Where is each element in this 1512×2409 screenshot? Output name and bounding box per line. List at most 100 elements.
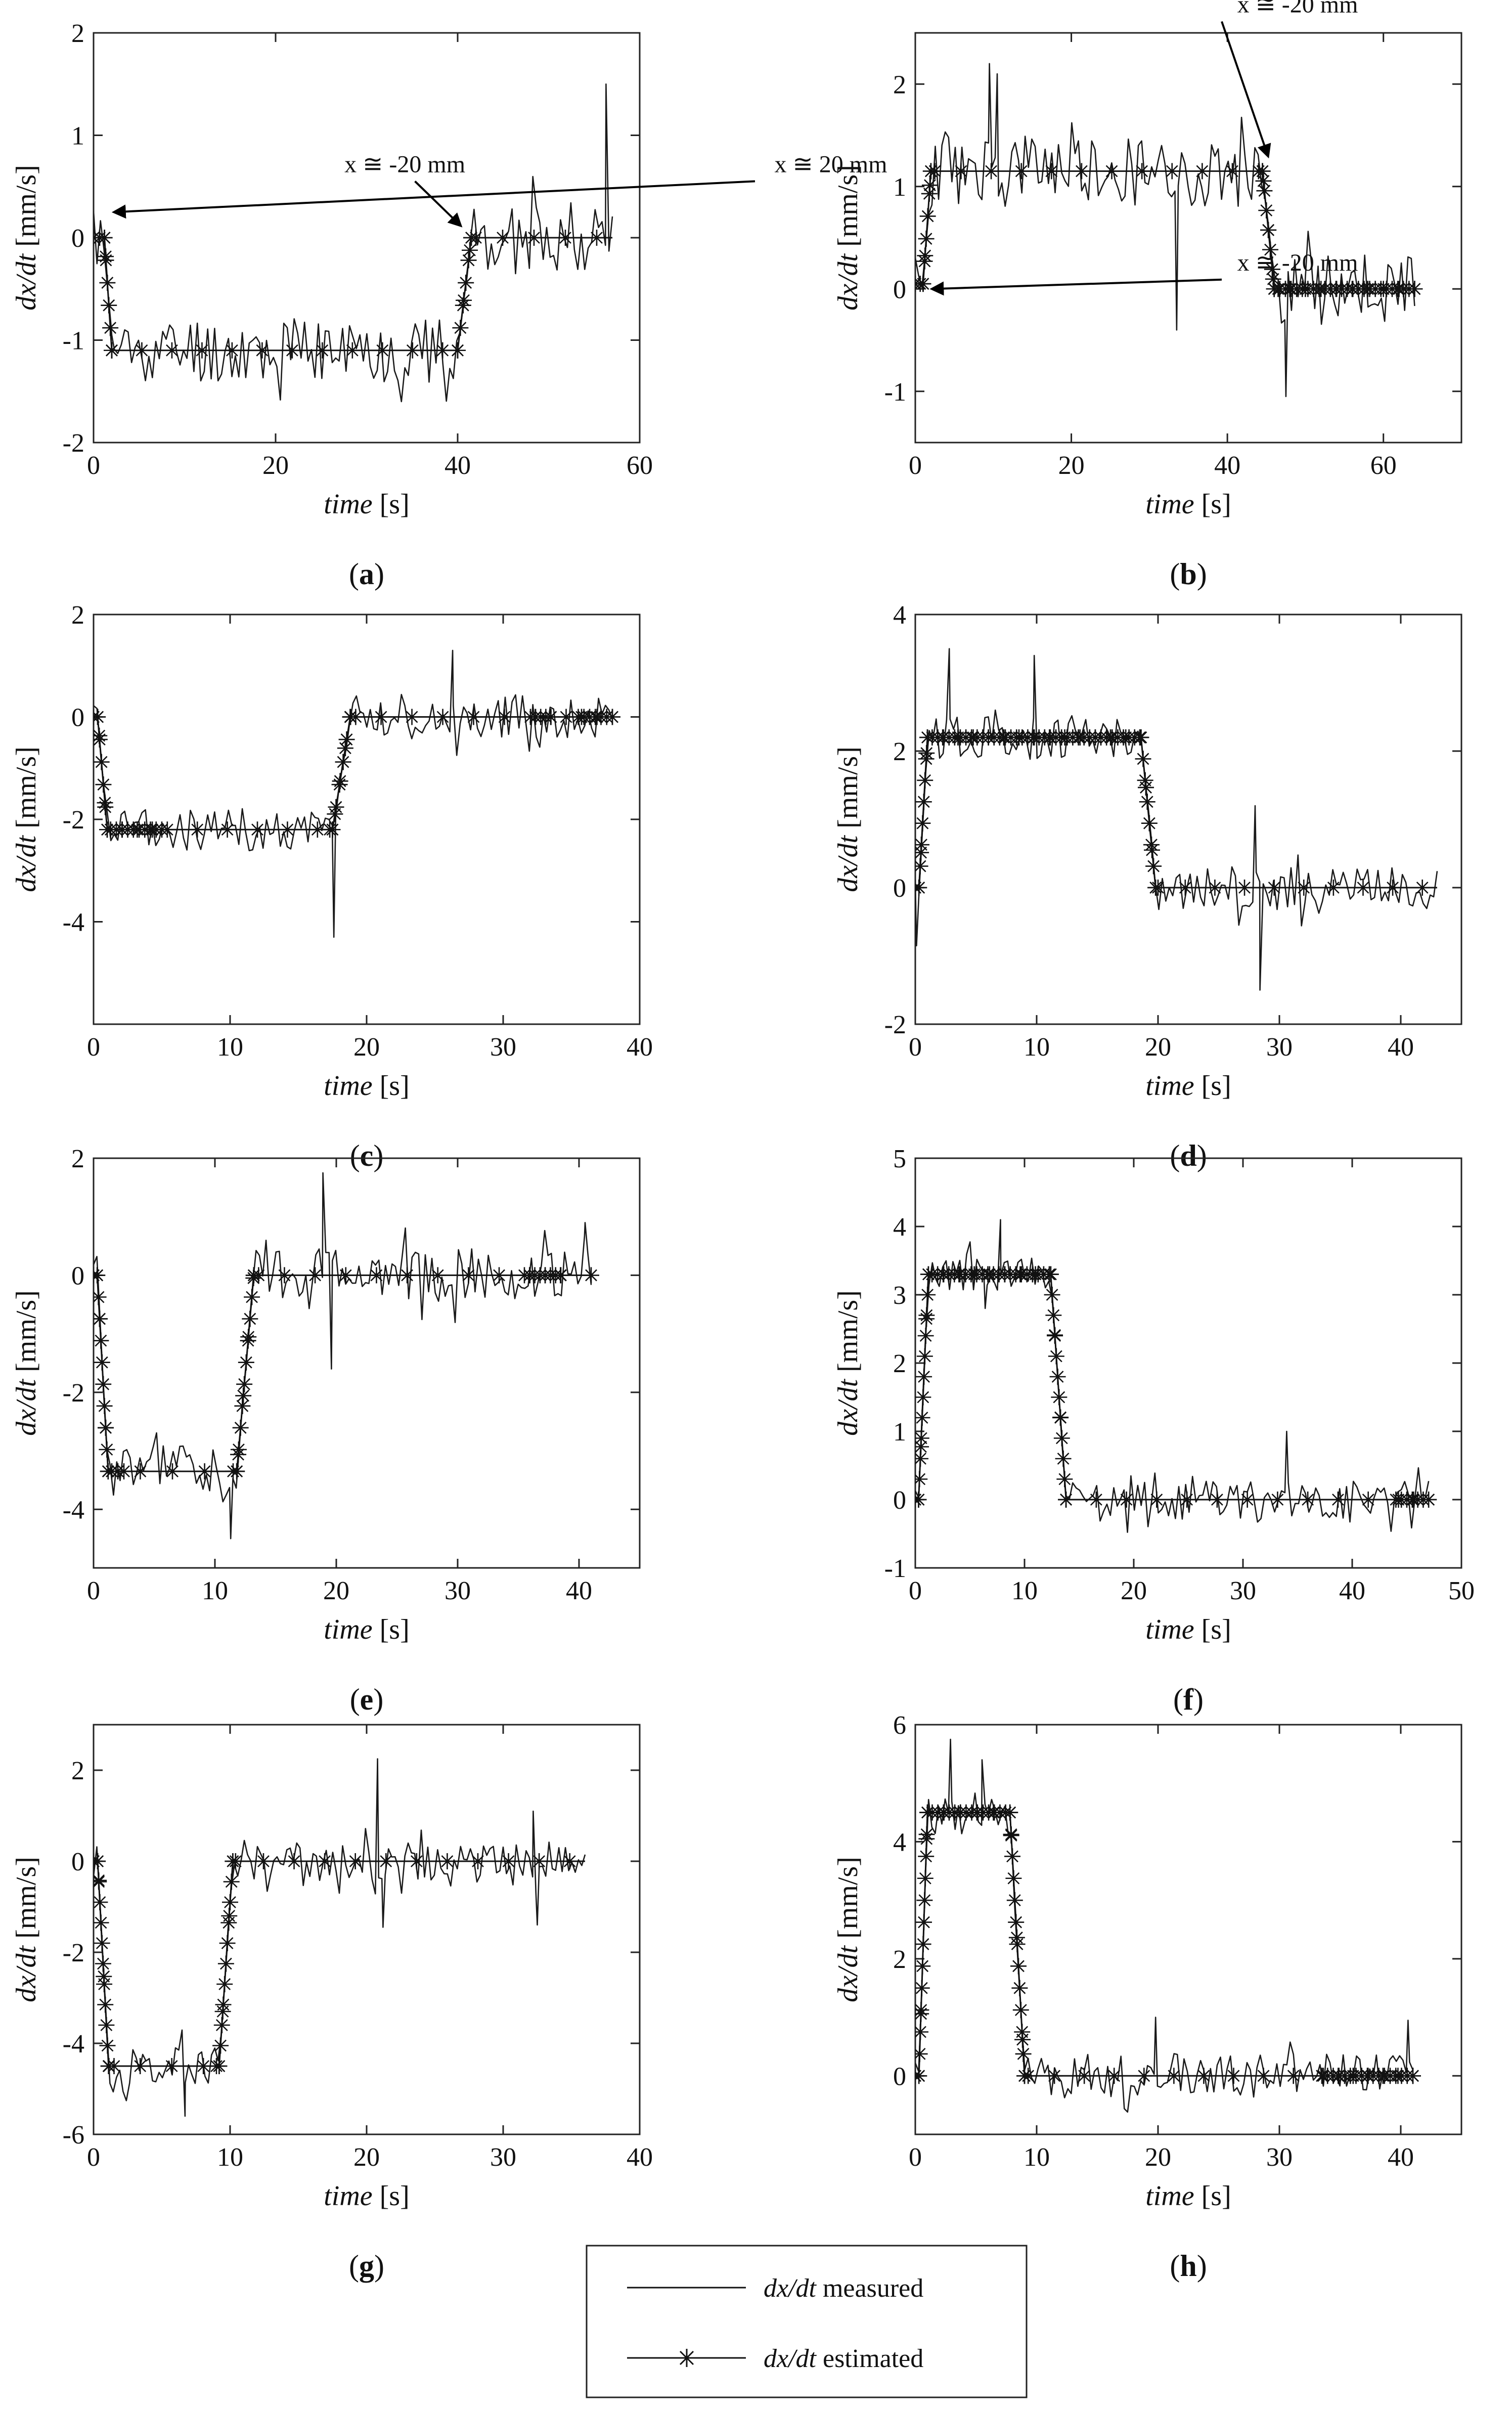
estimated-marker: [1055, 1451, 1072, 1467]
estimated-marker: [543, 709, 559, 725]
estimated-marker: [134, 342, 150, 359]
estimated-marker: [915, 1471, 928, 1487]
estimated-marker: [917, 1328, 934, 1344]
plot-area: [915, 63, 1423, 398]
estimated-marker: [1420, 1492, 1437, 1508]
y-tick-label: 4: [893, 1213, 906, 1242]
x-tick-label: 40: [1388, 2143, 1414, 2172]
estimated-marker: [1052, 1409, 1069, 1426]
y-tick-label: 0: [71, 224, 84, 253]
estimated-marker: [1138, 779, 1154, 796]
series-estimated-markers: [94, 1267, 599, 1480]
series-measured: [94, 649, 613, 938]
estimated-marker: [915, 1438, 929, 1455]
x-tick-label: 10: [1024, 2143, 1050, 2172]
panel-label: (g): [349, 2249, 384, 2283]
y-axis-label: dx/dt [mm/s]: [832, 747, 864, 892]
estimated-marker: [1047, 1327, 1063, 1343]
estimated-marker: [496, 709, 513, 725]
estimated-marker: [561, 1853, 578, 1869]
estimated-marker: [373, 709, 389, 725]
series-estimated: [915, 1812, 1413, 2077]
estimated-marker: [918, 1848, 935, 1865]
series-measured: [915, 1219, 1430, 1533]
x-tick-label: 30: [1266, 1033, 1293, 1062]
estimated-marker: [583, 1267, 599, 1284]
estimated-marker: [918, 745, 935, 762]
estimated-marker: [1045, 1307, 1062, 1324]
estimated-marker: [918, 1830, 935, 1847]
estimated-marker: [106, 2058, 122, 2074]
estimated-marker: [1015, 2045, 1032, 2062]
estimated-marker: [1134, 163, 1150, 180]
estimated-marker: [915, 2005, 929, 2022]
estimated-marker: [553, 1267, 569, 1284]
plot-area: [94, 83, 613, 403]
estimated-marker: [1285, 2068, 1302, 2084]
estimated-marker: [244, 1289, 260, 1305]
estimated-marker: [1258, 202, 1275, 218]
estimated-marker: [919, 1287, 936, 1303]
estimated-marker: [1262, 241, 1278, 258]
estimated-marker: [1048, 1348, 1064, 1365]
estimated-marker: [344, 342, 361, 359]
estimated-marker: [408, 1853, 425, 1869]
x-tick-label: 20: [1058, 451, 1085, 480]
estimated-marker: [915, 880, 923, 896]
estimated-marker: [94, 1935, 110, 1951]
x-tick-label: 60: [627, 451, 653, 480]
estimated-marker: [918, 1310, 935, 1327]
estimated-marker: [1207, 880, 1223, 896]
estimated-marker: [1008, 1914, 1025, 1931]
x-tick-label: 30: [490, 1033, 516, 1062]
estimated-marker: [921, 177, 938, 194]
estimated-marker: [500, 1853, 517, 1869]
estimated-marker: [916, 1892, 933, 1909]
estimated-marker: [915, 1451, 929, 1467]
estimated-marker: [1005, 1870, 1022, 1887]
estimated-marker: [1405, 2068, 1421, 2084]
annotation-arrow: [1221, 21, 1271, 159]
y-tick-label: 2: [71, 1145, 84, 1173]
y-tick-label: 1: [893, 173, 906, 202]
estimated-marker: [255, 1853, 272, 1869]
x-tick-label: 0: [87, 2143, 100, 2172]
plot-frame: [914, 1724, 1462, 2135]
estimated-marker: [495, 230, 511, 246]
y-tick-label: -2: [63, 1379, 84, 1408]
estimated-marker: [347, 1853, 364, 1869]
series-estimated: [94, 716, 612, 830]
estimated-marker: [1044, 1287, 1060, 1303]
y-axis-label: dx/dt [mm/s]: [11, 165, 42, 311]
x-tick-label: 20: [1145, 2143, 1171, 2172]
estimated-marker: [235, 1387, 252, 1404]
estimated-marker: [604, 709, 620, 725]
estimated-marker: [1137, 772, 1153, 789]
estimated-marker: [460, 1267, 477, 1284]
estimated-marker: [284, 342, 300, 359]
estimated-marker: [1088, 1492, 1104, 1508]
y-tick-label: -4: [63, 2030, 84, 2058]
y-tick-label: -2: [63, 806, 84, 835]
legend-box: [586, 2245, 1028, 2398]
estimated-marker: [116, 1463, 132, 1480]
estimated-marker: [915, 858, 928, 874]
x-tick-label: 0: [87, 451, 100, 480]
estimated-marker: [1225, 2068, 1242, 2084]
panel-label: (f): [1173, 1683, 1204, 1716]
estimated-marker: [338, 731, 355, 748]
annotation-arrow: [414, 180, 463, 228]
estimated-marker: [926, 163, 943, 180]
x-tick-label: 30: [444, 1576, 471, 1605]
y-tick-label: -2: [63, 1939, 84, 1967]
series-estimated-markers: [94, 709, 620, 838]
estimated-marker: [917, 772, 933, 789]
estimated-marker: [434, 342, 451, 359]
x-tick-label: 40: [566, 1576, 592, 1605]
estimated-marker: [104, 342, 120, 359]
estimated-marker: [1010, 1958, 1027, 1975]
estimated-marker: [1325, 880, 1342, 896]
estimated-marker: [1148, 1492, 1165, 1508]
estimated-marker: [1300, 1492, 1316, 1508]
